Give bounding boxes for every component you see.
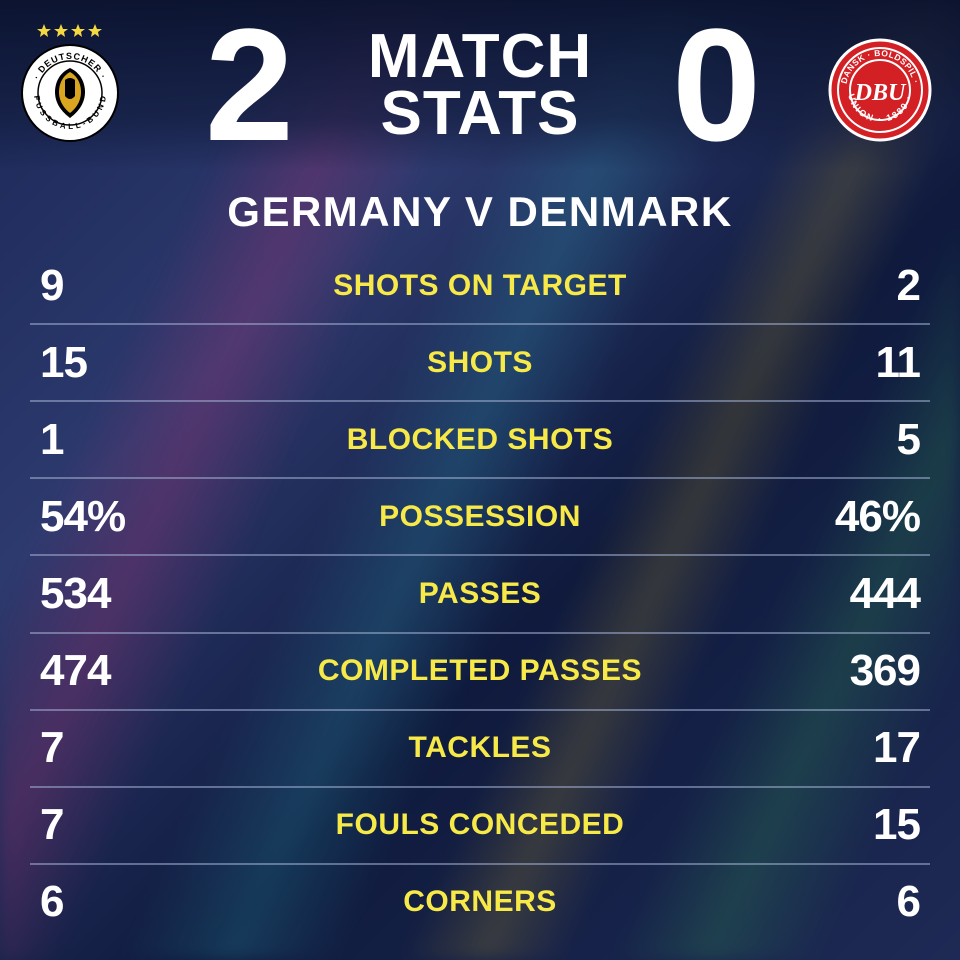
stat-label: POSSESSION (359, 500, 601, 534)
home-crest: · DEUTSCHER · F U S S B A L L - B U N D (15, 20, 125, 150)
stat-away-value: 17 (571, 723, 920, 773)
stat-away-value: 5 (633, 415, 920, 465)
stat-away-value: 15 (644, 800, 920, 850)
stat-row: 474COMPLETED PASSES369 (30, 634, 930, 711)
away-crest: DANSK · BOLDSPIL · UNION · 1889 · DBU (825, 20, 935, 150)
stat-away-value: 444 (561, 569, 920, 619)
germany-crest-icon: · DEUTSCHER · F U S S B A L L - B U N D (15, 20, 125, 150)
stat-label: PASSES (399, 577, 562, 611)
stat-label: COMPLETED PASSES (298, 654, 662, 688)
stat-home-value: 15 (40, 338, 407, 388)
stat-away-value: 6 (577, 877, 920, 927)
stat-label: CORNERS (383, 885, 577, 919)
stats-table: 9SHOTS ON TARGET215SHOTS111BLOCKED SHOTS… (0, 236, 960, 960)
home-score: 2 (135, 5, 358, 165)
stat-away-value: 2 (647, 261, 920, 311)
header: · DEUTSCHER · F U S S B A L L - B U N D … (0, 0, 960, 170)
stat-away-value: 11 (553, 338, 920, 388)
title-line-2: STATS (368, 85, 592, 142)
stat-label: SHOTS (407, 346, 553, 380)
stat-home-value: 7 (40, 723, 389, 773)
match-subtitle: GERMANY V DENMARK (0, 188, 960, 236)
stat-home-value: 7 (40, 800, 316, 850)
stat-row: 54%POSSESSION46% (30, 479, 930, 556)
title: MATCH STATS (358, 28, 602, 142)
stat-away-value: 46% (601, 492, 920, 542)
stat-row: 7FOULS CONCEDED15 (30, 788, 930, 865)
svg-text:DBU: DBU (854, 80, 907, 106)
match-stats-card: · DEUTSCHER · F U S S B A L L - B U N D … (0, 0, 960, 960)
stat-row: 9SHOTS ON TARGET2 (30, 248, 930, 325)
stat-label: BLOCKED SHOTS (327, 423, 634, 457)
away-score: 0 (602, 5, 825, 165)
stat-row: 15SHOTS11 (30, 325, 930, 402)
stat-home-value: 9 (40, 261, 313, 311)
stat-label: SHOTS ON TARGET (313, 269, 647, 303)
stat-row: 1BLOCKED SHOTS5 (30, 402, 930, 479)
stat-home-value: 1 (40, 415, 327, 465)
stat-away-value: 369 (662, 646, 920, 696)
stat-row: 6CORNERS6 (30, 865, 930, 940)
stat-label: FOULS CONCEDED (316, 808, 645, 842)
denmark-crest-icon: DANSK · BOLDSPIL · UNION · 1889 · DBU (825, 20, 935, 150)
stat-label: TACKLES (389, 731, 572, 765)
title-line-1: MATCH (368, 28, 592, 85)
stat-row: 534PASSES444 (30, 556, 930, 633)
stat-home-value: 54% (40, 492, 359, 542)
stat-home-value: 534 (40, 569, 399, 619)
stat-row: 7TACKLES17 (30, 711, 930, 788)
stat-home-value: 6 (40, 877, 383, 927)
stat-home-value: 474 (40, 646, 298, 696)
